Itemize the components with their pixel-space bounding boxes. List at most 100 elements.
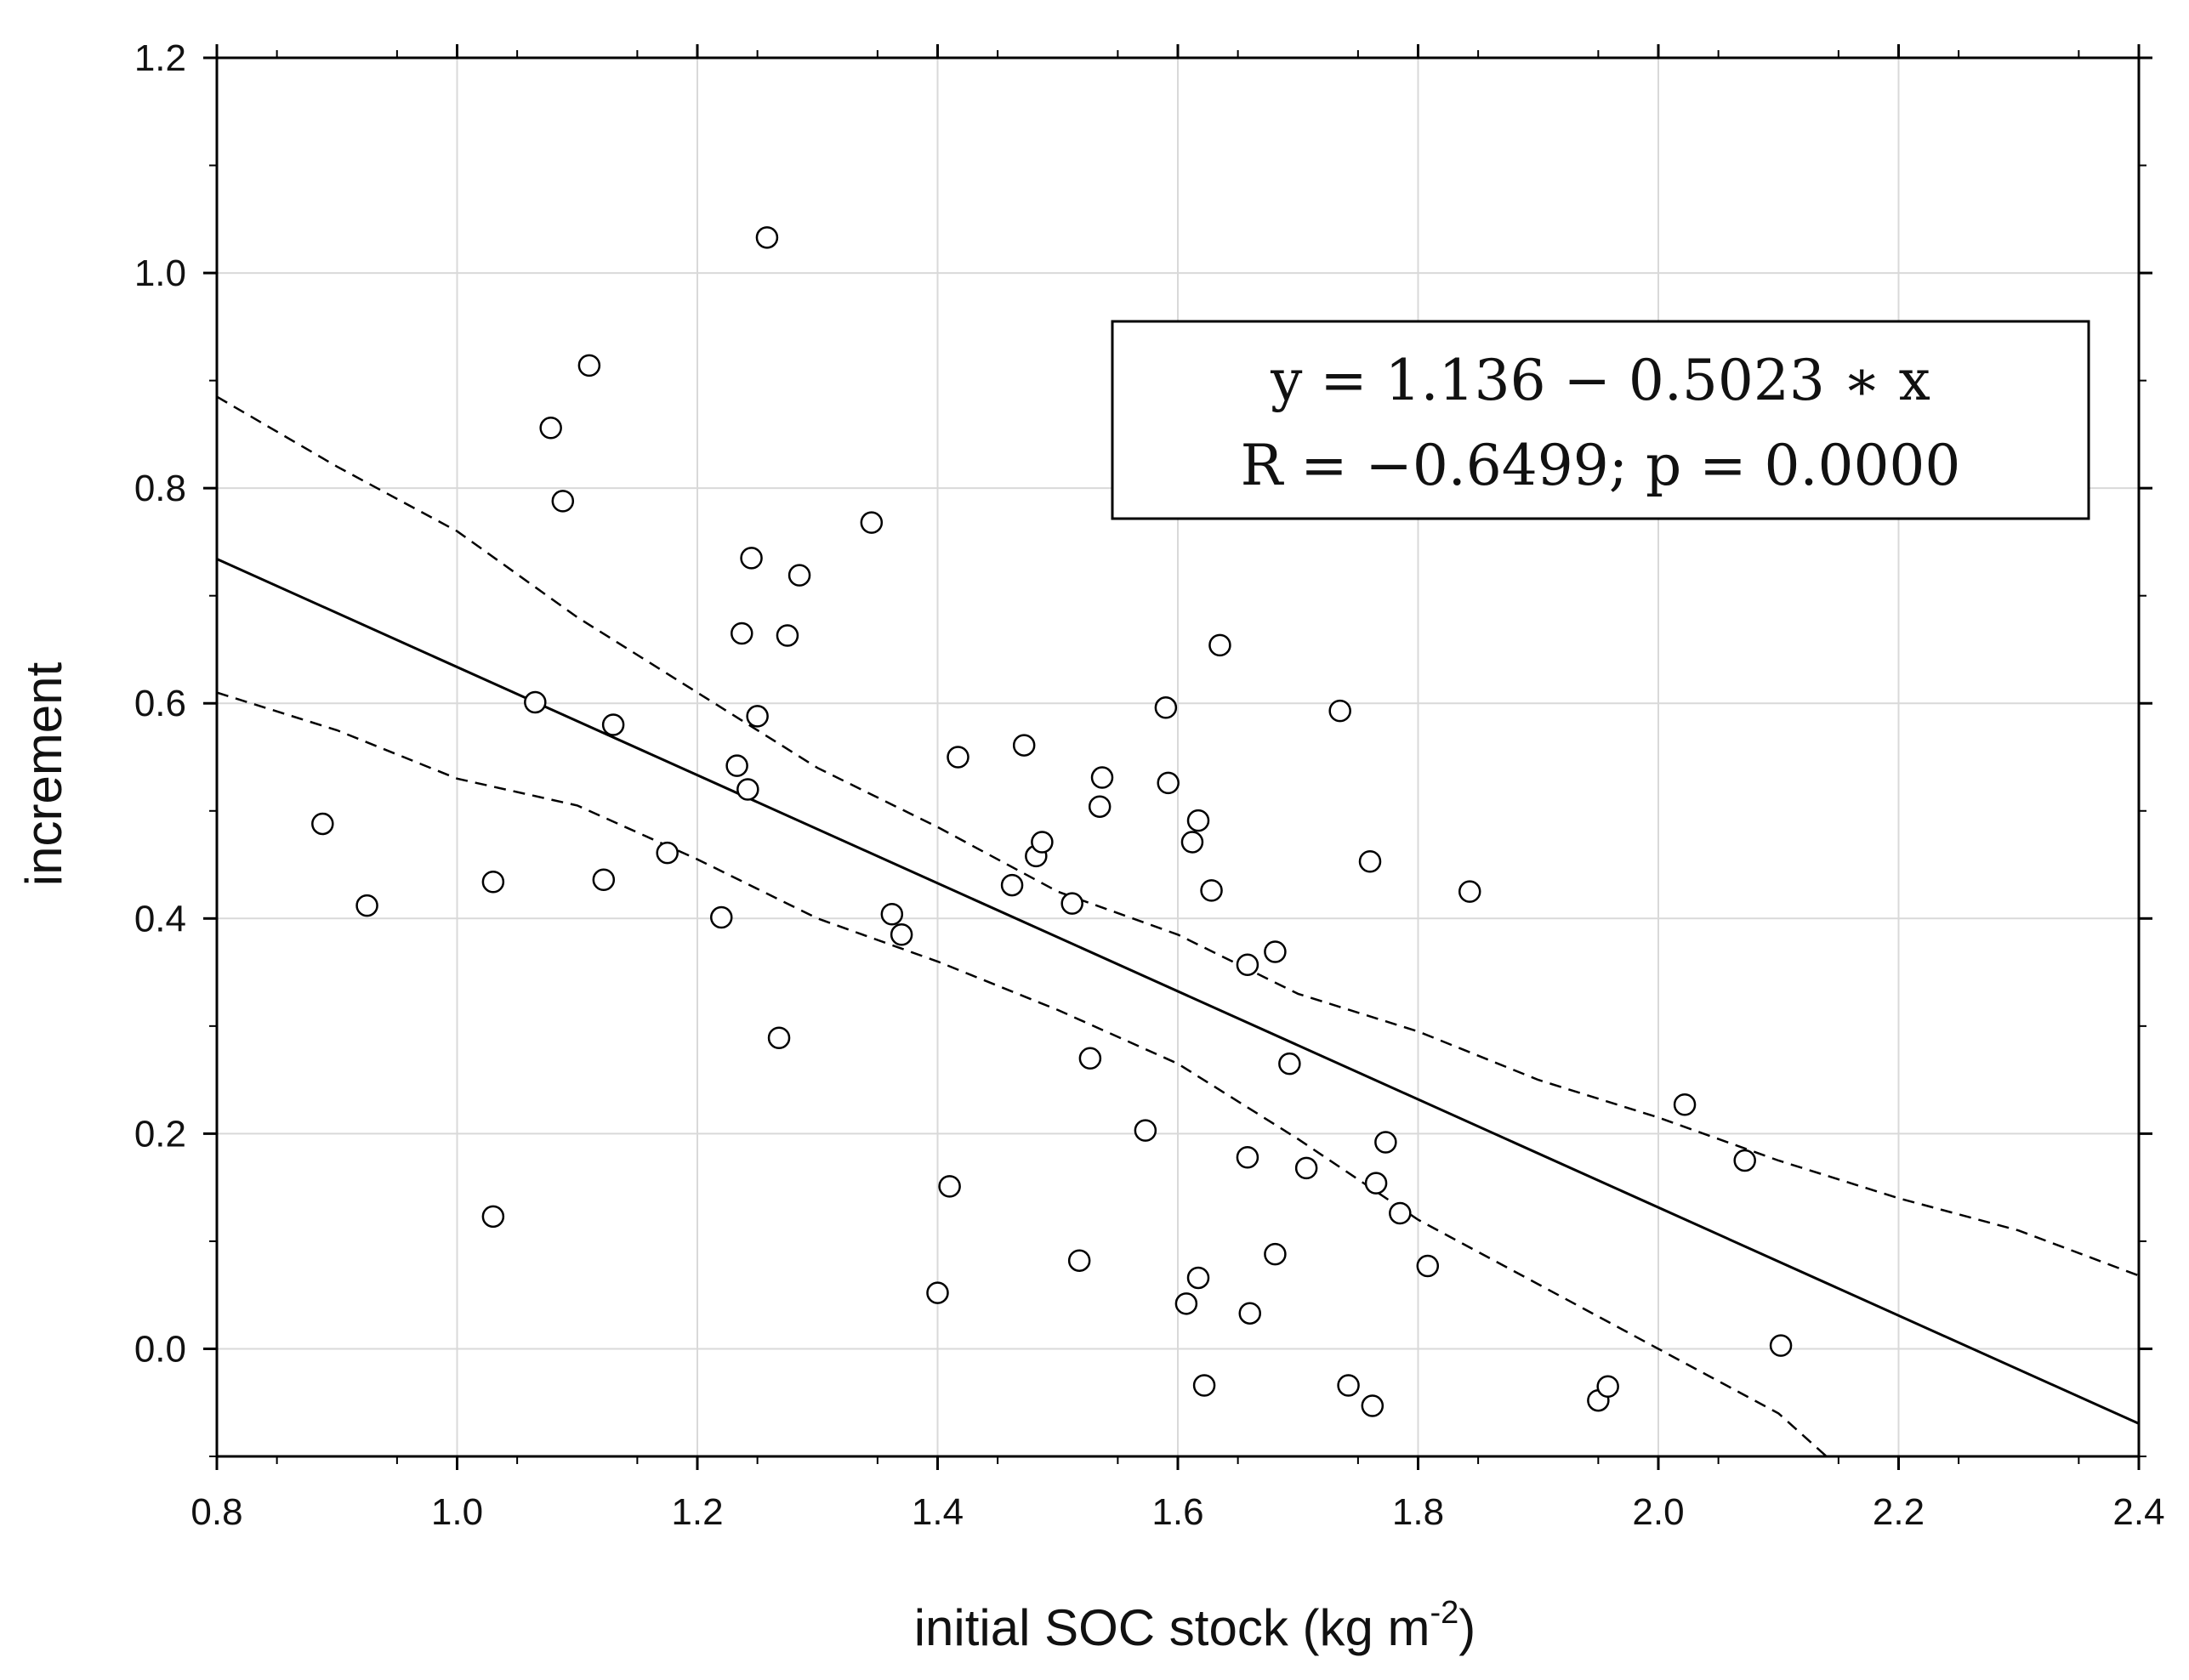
data-point	[1186, 1266, 1210, 1290]
data-point	[551, 490, 575, 513]
y-tick-label: 0.8	[134, 468, 186, 509]
data-point	[1134, 1119, 1157, 1142]
data-point	[311, 812, 334, 836]
correlation-text: R = −0.6499; p = 0.0000	[1241, 433, 1961, 498]
x-tick-label: 1.4	[912, 1491, 964, 1533]
confidence-bands	[217, 395, 2139, 1456]
data-point	[746, 705, 769, 728]
data-point	[592, 868, 616, 892]
data-point	[1458, 880, 1481, 903]
data-point	[1090, 766, 1114, 789]
data-point	[736, 778, 759, 801]
x-tick-labels: 0.8 1.0 1.2 1.4 1.6 1.8 2.0 2.2 2.4	[190, 1491, 2164, 1533]
data-point	[1067, 1249, 1091, 1272]
data-point	[1180, 831, 1204, 854]
data-point	[1374, 1131, 1397, 1154]
data-point	[1278, 1052, 1301, 1076]
data-point	[1031, 831, 1054, 854]
data-point	[1060, 892, 1083, 915]
x-tick-label: 0.8	[190, 1491, 242, 1533]
data-point	[1673, 1093, 1697, 1116]
y-tick-label: 0.2	[134, 1113, 186, 1155]
annotation-box	[1111, 320, 2090, 520]
data-point	[1192, 1374, 1216, 1397]
data-point	[1358, 849, 1382, 873]
confidence-band-lower	[217, 691, 1828, 1456]
data-point	[787, 564, 811, 587]
data-point	[601, 713, 625, 736]
data-point	[767, 1026, 791, 1050]
data-point	[890, 923, 913, 946]
data-point	[731, 621, 753, 645]
y-tick-label: 0.4	[134, 898, 186, 939]
data-point	[776, 624, 799, 647]
data-point	[1186, 809, 1210, 832]
x-axis-title: initial SOC stock (kg m-2)	[914, 1595, 1476, 1656]
data-point	[577, 354, 601, 377]
data-point	[1364, 1172, 1388, 1195]
data-point	[860, 511, 884, 534]
data-point	[1733, 1149, 1756, 1172]
y-axis-title: increment	[15, 661, 72, 886]
y-tick-labels: 0.0 0.2 0.4 0.6 0.8 1.0 1.2	[134, 37, 186, 1370]
data-point	[1200, 879, 1223, 902]
data-point	[725, 754, 748, 777]
data-point	[1596, 1375, 1619, 1398]
data-point	[1078, 1047, 1102, 1070]
data-point	[355, 894, 378, 917]
data-point	[1337, 1374, 1360, 1397]
x-axis-title-superscript: -2	[1430, 1595, 1459, 1631]
x-tick-label: 2.0	[1632, 1491, 1684, 1533]
data-point	[1361, 1394, 1384, 1417]
x-tick-label: 2.2	[1873, 1491, 1925, 1533]
equation-annotation: y = 1.136 − 0.5023 ∗ x R = −0.6499; p = …	[1111, 320, 2090, 520]
data-point	[1264, 1242, 1287, 1266]
data-point	[539, 417, 562, 440]
y-tick-label: 0.6	[134, 683, 186, 724]
x-axis-title-main: initial SOC stock (kg m	[914, 1599, 1430, 1656]
data-point	[938, 1175, 961, 1198]
data-point	[880, 902, 904, 926]
data-point	[1264, 940, 1287, 963]
data-points	[311, 226, 1793, 1417]
data-point	[1238, 1302, 1261, 1325]
data-point	[1769, 1334, 1793, 1357]
data-point	[1157, 771, 1180, 795]
data-point	[481, 871, 505, 894]
y-tick-label: 1.0	[134, 253, 186, 294]
data-point	[1000, 873, 1024, 897]
grid-layer	[216, 57, 2140, 1456]
data-point	[926, 1281, 949, 1304]
data-point	[710, 905, 733, 929]
data-point	[524, 690, 547, 714]
data-point	[1294, 1156, 1318, 1180]
data-point	[1012, 734, 1036, 757]
axis-ticks	[203, 44, 2152, 1470]
data-point	[755, 226, 779, 249]
data-point	[1174, 1292, 1198, 1315]
x-tick-label: 1.6	[1151, 1491, 1203, 1533]
equation-text: y = 1.136 − 0.5023 ∗ x	[1270, 348, 1930, 413]
y-tick-label: 1.2	[134, 37, 186, 79]
data-point	[1236, 953, 1259, 976]
data-point	[1088, 795, 1112, 818]
data-point	[1154, 696, 1178, 719]
x-tick-label: 1.8	[1392, 1491, 1444, 1533]
data-point	[1208, 633, 1231, 657]
x-tick-label: 2.4	[2112, 1491, 2164, 1533]
data-point	[1416, 1254, 1440, 1278]
confidence-band-upper	[217, 395, 2139, 1277]
data-point	[481, 1205, 505, 1229]
data-point	[656, 841, 679, 865]
x-tick-label: 1.2	[671, 1491, 723, 1533]
data-point	[947, 746, 969, 769]
x-tick-label: 1.0	[431, 1491, 483, 1533]
y-tick-label: 0.0	[134, 1328, 186, 1370]
data-point	[1389, 1201, 1412, 1225]
data-point	[1236, 1145, 1259, 1169]
x-axis-title-close: )	[1458, 1599, 1475, 1656]
data-point	[740, 547, 763, 570]
data-point	[1328, 699, 1351, 723]
